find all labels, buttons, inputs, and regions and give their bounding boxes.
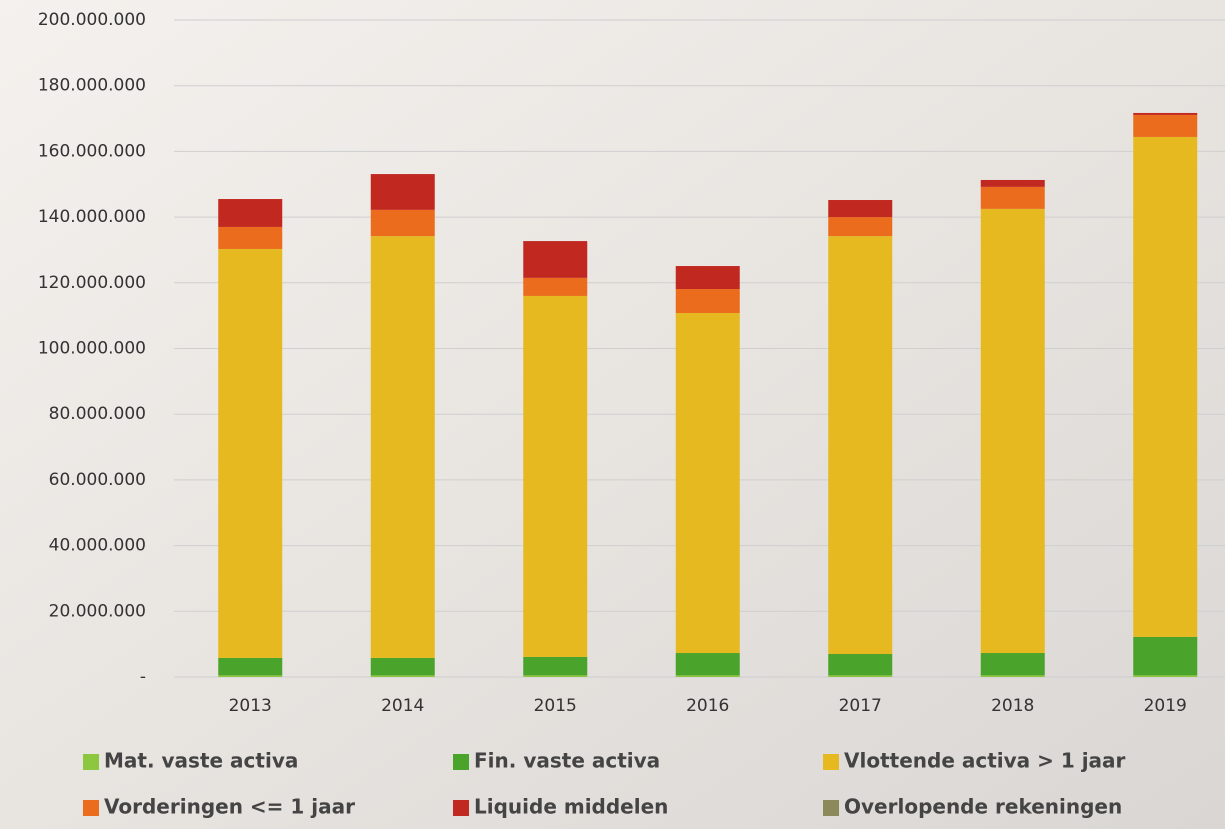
x-tick-label: 2013 (229, 696, 272, 716)
bar-segment (828, 654, 892, 675)
bar-segment (371, 174, 435, 210)
bar-segment (1133, 637, 1197, 675)
bar-segment (828, 236, 892, 654)
legend-label: Liquide middelen (474, 795, 668, 819)
y-tick-label: 20.000.000 (49, 601, 146, 621)
y-tick-label: 160.000.000 (38, 141, 146, 161)
bar-segment (828, 217, 892, 236)
bar-segment (676, 675, 740, 677)
y-tick-label: - (140, 667, 146, 687)
chart: - 20.000.000 40.000.000 60.000.000 80.000.00… (0, 0, 1225, 829)
bar-segment (828, 200, 892, 217)
y-tick-label: 180.000.000 (38, 76, 146, 96)
bar-segment (676, 653, 740, 675)
y-tick-label: 80.000.000 (49, 404, 146, 424)
page: {"chart_data": {"type": "stacked-bar", "… (0, 0, 1225, 829)
x-tick-label: 2014 (381, 696, 424, 716)
y-tick-label: 200.000.000 (38, 10, 146, 30)
bar-segment (1133, 113, 1197, 115)
legend-label: Vlottende activa > 1 jaar (844, 749, 1126, 773)
bar-segment (523, 241, 587, 278)
bar-segment (981, 653, 1045, 675)
bar-segment (676, 313, 740, 653)
bar-segment (523, 296, 587, 657)
x-tick-label: 2018 (991, 696, 1034, 716)
bar-segment (218, 658, 282, 675)
bar-segment (828, 675, 892, 677)
bar-segment (371, 658, 435, 675)
bar-segment (981, 187, 1045, 209)
bar-segment (981, 209, 1045, 653)
bar-segment (218, 249, 282, 658)
y-tick-label: 100.000.000 (38, 339, 146, 359)
y-tick-label: 140.000.000 (38, 207, 146, 227)
legend-swatch (83, 754, 99, 770)
bar-segment (218, 675, 282, 677)
x-tick-label: 2019 (1144, 696, 1187, 716)
bar-segment (1133, 137, 1197, 637)
legend-swatch (453, 754, 469, 770)
legend-label: Overlopende rekeningen (844, 795, 1122, 819)
legend-label: Vorderingen <= 1 jaar (104, 795, 355, 819)
y-tick-label: 120.000.000 (38, 273, 146, 293)
bar-segment (1133, 115, 1197, 137)
bar-segment (523, 278, 587, 296)
x-tick-label: 2017 (839, 696, 882, 716)
bar-segment (1133, 675, 1197, 677)
legend-label: Fin. vaste activa (474, 749, 660, 773)
legend-label: Mat. vaste activa (104, 749, 298, 773)
x-tick-label: 2015 (534, 696, 577, 716)
bar-segment (371, 675, 435, 677)
bar-segment (523, 657, 587, 675)
bar-segment (981, 180, 1045, 187)
bar-segment (371, 210, 435, 236)
legend-swatch (823, 754, 839, 770)
x-tick-label: 2016 (686, 696, 729, 716)
y-tick-label: 60.000.000 (49, 470, 146, 490)
bar-segment (218, 227, 282, 249)
legend-swatch (453, 800, 469, 816)
y-tick-label: 40.000.000 (49, 536, 146, 556)
legend-swatch (83, 800, 99, 816)
bar-segment (981, 675, 1045, 677)
bar-segment (523, 675, 587, 677)
legend-swatch (823, 800, 839, 816)
bar-segment (218, 199, 282, 227)
bar-segment (371, 236, 435, 658)
bar-segment (676, 266, 740, 289)
bar-segment (676, 289, 740, 313)
